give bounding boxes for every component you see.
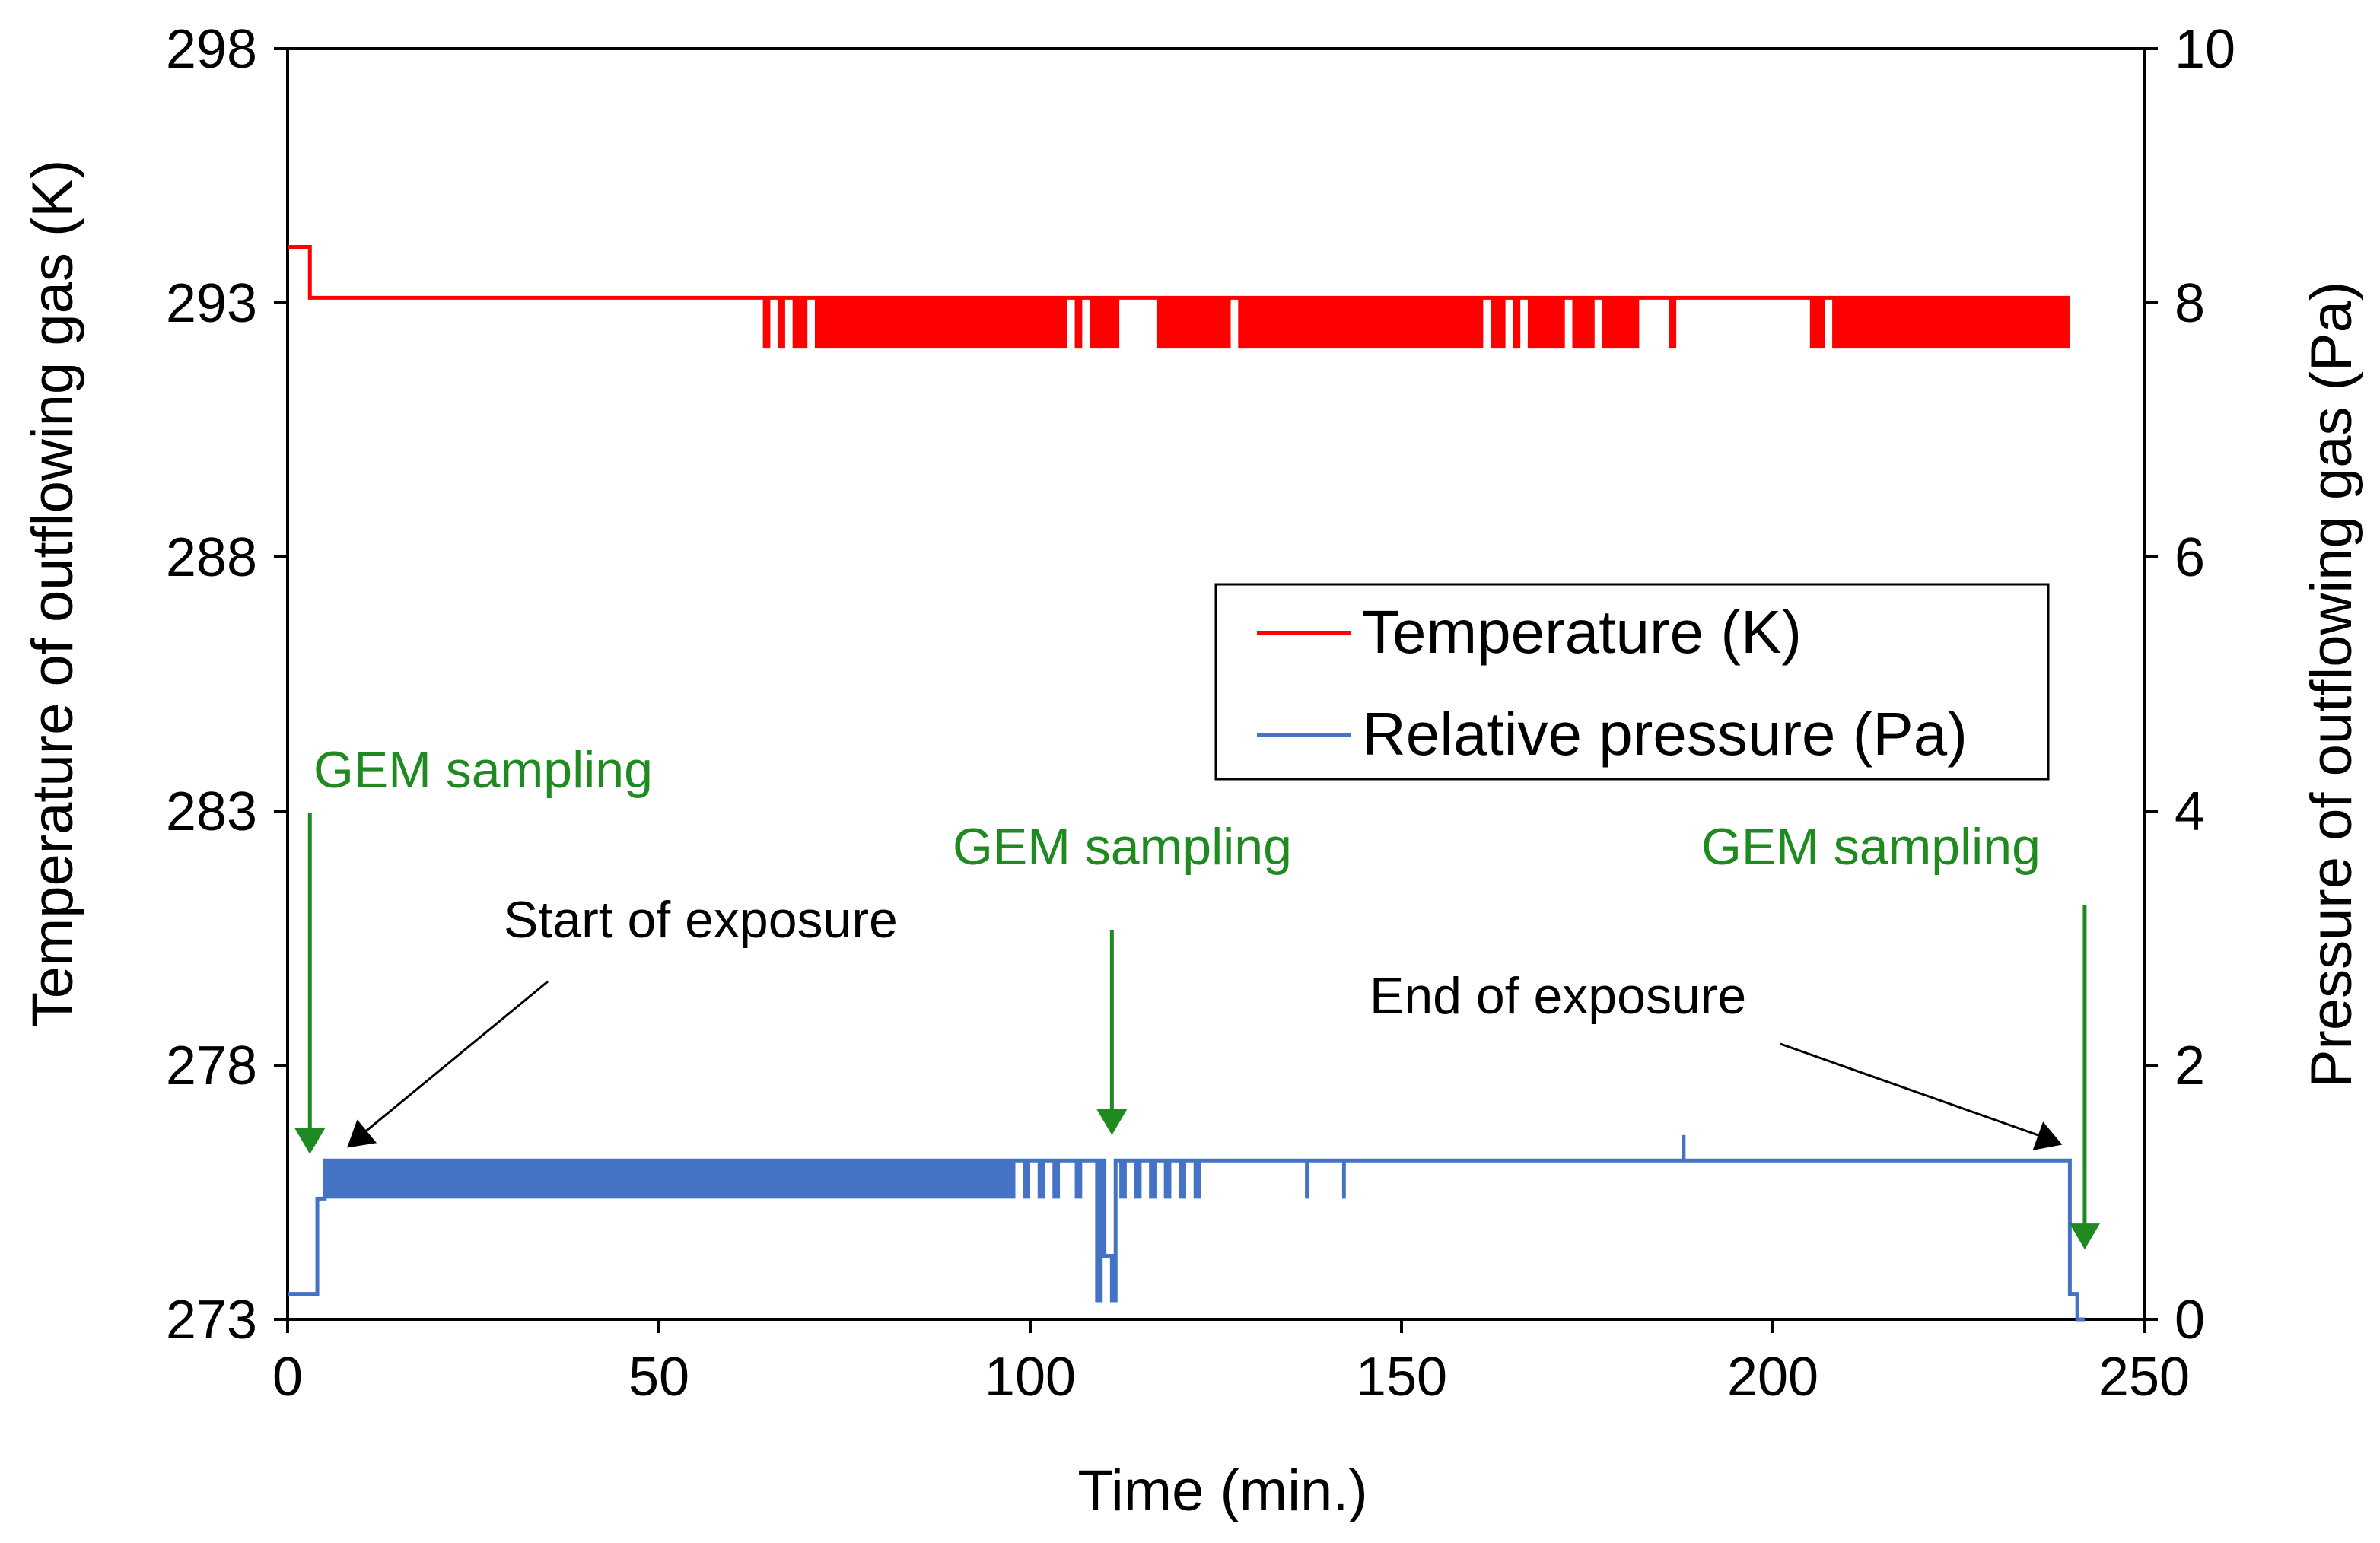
series-temperature-line [288,245,2070,300]
y-right-tick-label: 10 [2175,19,2235,80]
y-axis-right-label: Pressure of outflowing gas (Pa) [2299,282,2364,1088]
series-pressure-fluctuation [1341,1160,1346,1199]
series-temperature-fluctuation [1513,297,1521,349]
series-temperature-fluctuation [792,297,808,349]
y-right-tick-label: 4 [2175,781,2205,842]
start-of-exposure-label: Start of exposure [504,891,898,949]
start-of-exposure-arrow [365,980,549,1132]
legend: Temperature (K) Relative pressure (Pa) [1214,583,2050,781]
series-temperature-fluctuation [1491,297,1506,349]
series-pressure-fluctuation [1023,1160,1030,1199]
series-temperature-fluctuation [1602,297,1640,349]
annotation-layer: GEM sampling GEM sampling GEM sampling Star… [294,741,2100,1250]
y-right-tick-label: 2 [2175,1036,2205,1096]
series-pressure-fluctuation [1037,1160,1045,1199]
gem-sampling-label: GEM sampling [1701,818,2041,876]
series-pressure-fluctuation [324,1160,1016,1199]
series-pressure-fluctuation [1179,1160,1186,1199]
gem-sampling-label: GEM sampling [953,818,1292,876]
series-temperature-fluctuation [1090,297,1120,349]
x-tick-label: 250 [2098,1347,2190,1408]
end-of-exposure-label: End of exposure [1370,967,1746,1025]
gem-sampling-arrowhead [294,1128,326,1154]
y-axis-left-label: Temperature of outflowing gas (K) [21,160,85,1028]
x-tick-label: 150 [1356,1347,1447,1408]
y-right-tick-label: 6 [2175,527,2205,588]
x-tick-label: 0 [272,1347,303,1408]
series-temperature-fluctuation [814,297,1068,349]
series-pressure [288,1134,2085,1322]
series-pressure-fluctuation [1163,1160,1172,1199]
end-of-exposure-arrowhead [2032,1121,2063,1150]
series-temperature [288,245,2070,349]
end-of-exposure-arrow [1780,1042,2040,1137]
series-temperature-fluctuation [762,297,771,349]
gem-sampling-arrowhead [2069,1223,2100,1250]
y-left-tick-label: 283 [166,781,257,842]
series-temperature-fluctuation [1572,297,1595,349]
series-temperature-fluctuation [1832,297,2070,349]
series-temperature-fluctuation [1669,297,1677,349]
x-tick-label: 50 [628,1347,689,1408]
legend-label-temperature: Temperature (K) [1362,598,1802,666]
series-pressure-fluctuation [1305,1160,1309,1199]
y-right-tick-label: 8 [2175,273,2205,334]
series-pressure-fluctuation [1149,1160,1157,1199]
series-temperature-fluctuation [1527,297,1565,349]
gem-sampling-arrowhead [1096,1109,1128,1135]
y-left-tick-label: 288 [166,527,257,588]
series-pressure-fluctuation [1052,1160,1061,1199]
series-pressure-fluctuation [1074,1160,1083,1199]
plot-frame [286,47,2146,1321]
series-pressure-fluctuation [1193,1160,1201,1199]
series-temperature-fluctuation [1809,297,1825,349]
x-tick-label: 200 [1727,1347,1818,1408]
series-temperature-fluctuation [1156,297,1231,349]
legend-box [1214,583,2050,781]
y-left-tick-label: 278 [166,1036,257,1096]
series-temperature-fluctuation [1238,297,1468,349]
y-left-tick-label: 298 [166,19,257,80]
series-temperature-fluctuation [778,297,785,349]
start-of-exposure-arrowhead [347,1119,377,1148]
series-layer [288,245,2085,1322]
y-left-tick-label: 273 [166,1290,257,1351]
x-tick-label: 100 [985,1347,1076,1408]
series-temperature-fluctuation [1468,297,1484,349]
series-pressure-fluctuation [1134,1160,1142,1199]
series-pressure-fluctuation [1119,1160,1127,1199]
y-left-tick-label: 293 [166,273,257,334]
gem-sampling-label: GEM sampling [313,741,653,799]
legend-label-pressure: Relative pressure (Pa) [1362,700,1968,768]
ticks-layer: 0 50 100 150 200 250 273 278 283 288 293 298 0 2 4 6 8 10 [166,19,2235,1408]
x-axis-label: Time (min.) [1077,1459,1367,1523]
series-temperature-fluctuation [1074,297,1083,349]
series-pressure-line [288,1158,2085,1322]
y-right-tick-label: 0 [2175,1290,2205,1351]
